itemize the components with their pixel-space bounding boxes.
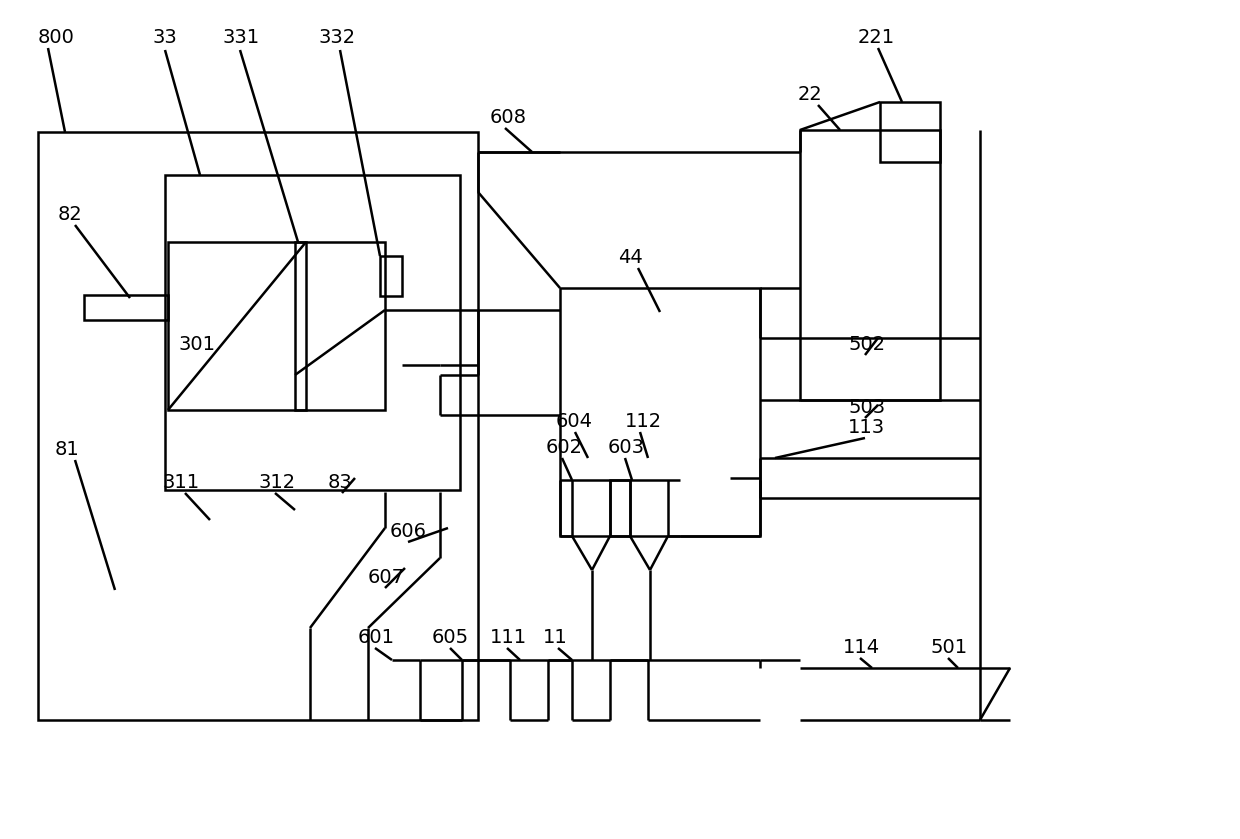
Text: 22: 22 — [799, 85, 823, 104]
Bar — [167, 242, 306, 410]
Bar — [560, 288, 760, 536]
Text: 113: 113 — [848, 418, 885, 437]
Text: 112: 112 — [625, 412, 662, 431]
Text: 81: 81 — [55, 440, 79, 459]
Text: 111: 111 — [490, 628, 527, 647]
Bar — [379, 256, 402, 296]
Bar — [880, 102, 940, 162]
Text: 608: 608 — [490, 108, 527, 127]
Text: 312: 312 — [258, 473, 295, 492]
Text: 603: 603 — [608, 438, 645, 457]
Text: 301: 301 — [179, 335, 215, 354]
Text: 800: 800 — [38, 28, 74, 47]
Text: 606: 606 — [391, 522, 427, 541]
Bar — [84, 295, 167, 320]
Text: 311: 311 — [162, 473, 200, 492]
Text: 604: 604 — [556, 412, 593, 431]
Bar — [800, 130, 940, 400]
Text: 605: 605 — [432, 628, 469, 647]
Text: 82: 82 — [58, 205, 83, 224]
Text: 44: 44 — [618, 248, 642, 267]
Text: 501: 501 — [930, 638, 967, 657]
Text: 602: 602 — [546, 438, 583, 457]
Text: 601: 601 — [358, 628, 396, 647]
Text: 33: 33 — [153, 28, 177, 47]
Text: 221: 221 — [858, 28, 895, 47]
Bar — [165, 175, 460, 490]
Bar — [38, 132, 477, 720]
Text: 607: 607 — [368, 568, 405, 587]
Text: 331: 331 — [222, 28, 259, 47]
Text: 83: 83 — [329, 473, 352, 492]
Bar — [610, 480, 630, 536]
Bar — [295, 242, 384, 410]
Text: 332: 332 — [317, 28, 355, 47]
Text: 502: 502 — [848, 335, 885, 354]
Text: 11: 11 — [543, 628, 568, 647]
Text: 114: 114 — [843, 638, 880, 657]
Text: 503: 503 — [848, 398, 885, 417]
